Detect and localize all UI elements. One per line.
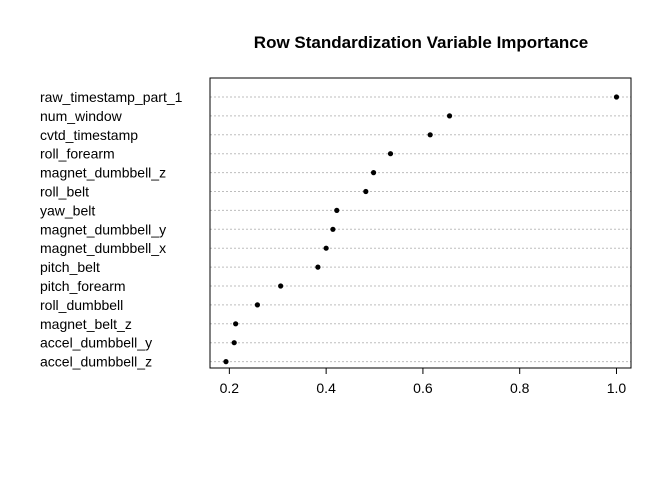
variable-label: magnet_dumbbell_z xyxy=(40,165,166,181)
data-point xyxy=(323,245,329,251)
variable-label: num_window xyxy=(40,108,123,124)
x-tick-label: 1.0 xyxy=(607,380,627,396)
variable-label: cvtd_timestamp xyxy=(40,127,138,143)
data-point xyxy=(446,113,453,119)
variable-label: pitch_belt xyxy=(40,259,100,275)
data-point xyxy=(315,264,321,270)
data-point xyxy=(330,226,336,232)
x-tick-label: 0.6 xyxy=(413,380,433,396)
data-points xyxy=(223,94,620,365)
data-point xyxy=(223,359,229,365)
data-point xyxy=(254,302,261,308)
data-point xyxy=(613,94,620,100)
x-tick-label: 0.4 xyxy=(316,380,336,396)
variable-label: roll_dumbbell xyxy=(40,297,123,313)
data-point xyxy=(231,340,237,346)
variable-label: raw_timestamp_part_1 xyxy=(40,89,183,105)
variable-label: accel_dumbbell_y xyxy=(40,335,152,351)
x-axis: 0.2 0.4 0.6 0.8 1.0 xyxy=(220,367,627,396)
x-tick-label: 0.8 xyxy=(510,380,530,396)
variable-label: magnet_dumbbell_y xyxy=(40,221,166,237)
variable-label: magnet_dumbbell_x xyxy=(40,240,166,256)
variable-label: roll_belt xyxy=(40,184,89,200)
plot-frame xyxy=(209,77,632,369)
grid-lines xyxy=(210,96,631,363)
data-point xyxy=(370,170,377,176)
data-point xyxy=(334,207,340,213)
x-tick-label: 0.2 xyxy=(220,380,240,396)
variable-label: accel_dumbbell_z xyxy=(40,354,152,370)
data-point xyxy=(387,151,394,157)
variable-label: yaw_belt xyxy=(40,202,95,218)
variable-label: magnet_belt_z xyxy=(40,316,132,332)
data-point xyxy=(427,132,433,138)
data-point xyxy=(233,321,239,327)
variable-labels: raw_timestamp_part_1 num_window cvtd_times… xyxy=(40,89,183,370)
data-point xyxy=(363,188,369,195)
variable-label: roll_forearm xyxy=(40,146,115,162)
variable-label: pitch_forearm xyxy=(40,278,126,294)
chart-title: Row Standardization Variable Importance xyxy=(254,33,588,52)
data-point xyxy=(278,283,284,289)
